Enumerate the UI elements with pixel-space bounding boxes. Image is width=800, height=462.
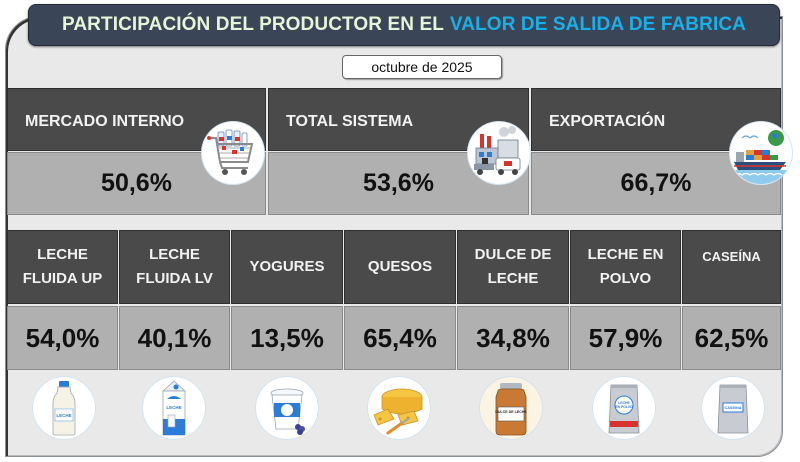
product-value-cell: 40,1% [119,306,230,370]
summary-card-label: MERCADO INTERNO [25,113,185,130]
product-card-caseina: CASEÍNA 62,5% [682,230,781,370]
product-value-cell: 62,5% [682,306,781,370]
product-label: LECHE EN POLVO [587,246,664,287]
summary-card-value: 53,6% [363,169,434,197]
product-label: LECHE FLUIDA LV [136,246,213,287]
shopping-cart-icon [202,122,264,184]
jar-label: DULCE DE LECHE [495,410,527,414]
product-label: YOGURES [249,258,325,275]
page-title: PARTICIPACIÓN DEL PRODUCTOR EN EL VALOR … [28,4,780,46]
summary-card-value: 66,7% [620,169,692,197]
product-value-cell: 65,4% [344,306,456,370]
casein-bag-icon: CASEINA [702,377,764,439]
period-selector[interactable]: octubre de 2025 [342,55,502,79]
product-value: 62,5% [694,322,769,353]
product-header: LECHE EN POLVO [570,230,681,304]
svg-text:LECHE: LECHE [618,401,630,405]
product-header: QUESOS [344,230,456,304]
product-label: CASEÍNA [702,249,761,264]
yogurt-cup-icon [256,377,318,439]
product-label: QUESOS [367,258,433,275]
product-header: LECHE FLUIDA UP [7,230,118,304]
product-header: DULCE DE LECHE [457,230,569,304]
summary-card-total-sistema: TOTAL SISTEMA 53,6% [268,88,529,215]
product-value: 65,4% [363,322,437,353]
bottle-label: LECHE [56,413,71,418]
svg-text:EN POLVO: EN POLVO [615,405,633,409]
summary-card-value-cell: 53,6% [268,152,529,215]
product-label: DULCE DE LECHE [474,246,552,287]
product-card-dulce-de-leche: DULCE DE LECHE 34,8% [457,230,569,370]
summary-card-label: TOTAL SISTEMA [286,113,414,130]
product-value: 57,9% [588,322,663,353]
summary-card-value: 50,6% [101,169,172,197]
casein-label: CASEINA [724,406,741,410]
carton-label: LECHE [166,405,181,410]
product-value: 40,1% [137,322,212,353]
summary-card-header: MERCADO INTERNO [7,88,266,151]
product-header: LECHE FLUIDA LV [119,230,230,304]
period-label: octubre de 2025 [371,59,473,75]
product-value-cell: 34,8% [457,306,569,370]
product-card-yogures: YOGURES 13,5% [231,230,343,370]
factory-truck-icon [468,122,530,184]
cargo-ship-icon [730,122,792,184]
product-value: 54,0% [25,322,100,353]
product-value-cell: 13,5% [231,306,343,370]
product-value-cell: 54,0% [7,306,118,370]
summary-card-label: EXPORTACIÓN [549,113,666,130]
product-card-leche-en-polvo: LECHE EN POLVO 57,9% [570,230,681,370]
powdered-milk-bag-icon: LECHE EN POLVO [593,377,655,439]
product-header: YOGURES [231,230,343,304]
product-card-leche-fluida-up: LECHE FLUIDA UP 54,0% [7,230,118,370]
milk-carton-icon: LECHE [143,377,205,439]
product-card-leche-fluida-lv: LECHE FLUIDA LV 40,1% [119,230,230,370]
product-card-quesos: QUESOS 65,4% [344,230,456,370]
title-text: PARTICIPACIÓN DEL PRODUCTOR EN EL [62,14,444,35]
product-value-cell: 57,9% [570,306,681,370]
product-value: 34,8% [476,322,550,353]
dulce-de-leche-jar-icon: DULCE DE LECHE [480,377,542,439]
cheese-icon [368,377,430,439]
product-header: CASEÍNA [682,230,781,304]
product-label: LECHE FLUIDA UP [22,246,103,287]
product-value: 13,5% [250,322,324,353]
milk-bottle-icon: LECHE [33,377,95,439]
title-accent-text: VALOR DE SALIDA DE FABRICA [449,14,746,35]
